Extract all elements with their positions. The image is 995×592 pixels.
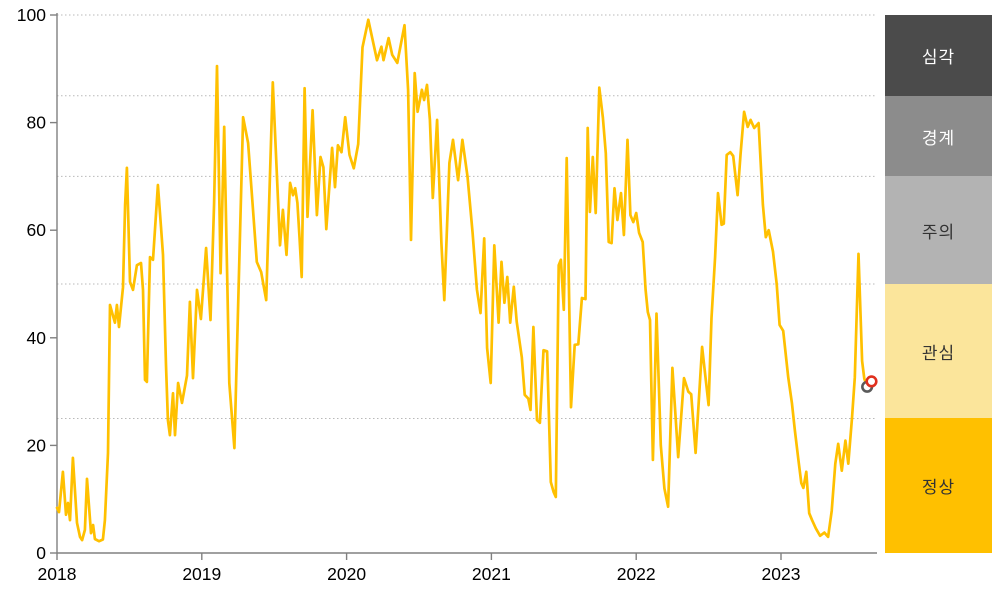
- y-tick-label: 40: [27, 328, 47, 348]
- legend-band-interest-label: 관심: [921, 343, 956, 363]
- y-tick-label: 80: [27, 113, 47, 133]
- x-tick-label: 2022: [617, 564, 656, 584]
- x-tick-label: 2023: [762, 564, 801, 584]
- legend-band-severe-label: 심각: [921, 47, 956, 67]
- y-tick-label: 100: [17, 5, 46, 25]
- legend-band-caution-label: 주의: [921, 222, 956, 242]
- x-tick-label: 2019: [182, 564, 221, 584]
- legend-band-caution: 주의: [885, 176, 992, 284]
- index-line: [55, 18, 869, 543]
- legend-band-alert: 경계: [885, 95, 992, 177]
- y-tick-label: 20: [27, 435, 47, 455]
- x-tick-label: 2020: [327, 564, 366, 584]
- legend-band-normal: 정상: [885, 418, 992, 553]
- x-tick-label: 2021: [472, 564, 511, 584]
- legend-band-severe: 심각: [885, 15, 992, 96]
- y-tick-label: 0: [36, 543, 46, 563]
- legend-band-alert-label: 경계: [921, 128, 956, 148]
- legend-band-interest: 관심: [885, 283, 992, 419]
- x-tick-label: 2018: [38, 564, 77, 584]
- y-tick-label: 60: [27, 220, 47, 240]
- legend-band-normal-label: 정상: [921, 478, 956, 498]
- latest-point-marker: [865, 375, 878, 388]
- risk-level-legend: 심각 경계 주의 관심 정상: [885, 15, 992, 553]
